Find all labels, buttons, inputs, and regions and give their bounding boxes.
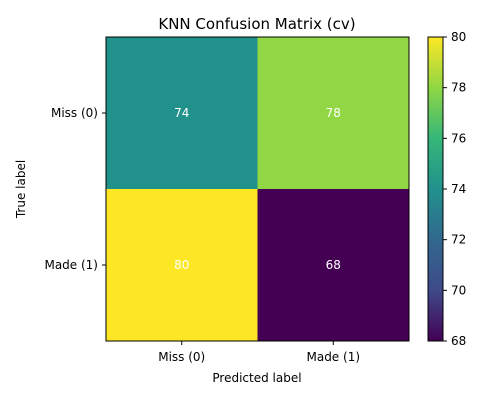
- colorbar-tick-label: 74: [451, 182, 466, 196]
- heatmap-cell: [106, 37, 258, 189]
- colorbar-tick-label: 76: [451, 131, 466, 145]
- heatmap-cell-labels: 74 78 80 68: [174, 106, 341, 272]
- heatmap-cell: [106, 189, 258, 341]
- colorbar-tick-label: 70: [451, 283, 466, 297]
- colorbar-tick-label: 80: [451, 30, 466, 44]
- cell-value-label: 74: [174, 106, 189, 120]
- x-tick-label: Miss (0): [158, 350, 205, 364]
- y-tick-label: Miss (0): [51, 106, 98, 120]
- colorbar-tick-label: 72: [451, 233, 466, 247]
- colorbar: [427, 36, 444, 342]
- cell-value-label: 78: [326, 106, 341, 120]
- colorbar-tick-label: 68: [451, 334, 466, 348]
- heatmap-cell: [257, 189, 409, 341]
- colorbar-tick-label: 78: [451, 81, 466, 95]
- plot-frame: [105, 36, 410, 342]
- heatmap-cells: [106, 37, 409, 341]
- y-axis-label: True label: [14, 160, 28, 219]
- x-tick-label: Made (1): [306, 350, 360, 364]
- x-axis-ticks: Miss (0) Made (1): [158, 341, 360, 364]
- heatmap-cell: [257, 37, 409, 189]
- y-tick-label: Made (1): [44, 258, 98, 272]
- chart-title: KNN Confusion Matrix (cv): [158, 15, 355, 33]
- y-axis-ticks: Miss (0) Made (1): [44, 106, 106, 272]
- x-axis-label: Predicted label: [212, 371, 301, 385]
- cell-value-label: 68: [326, 258, 341, 272]
- colorbar-ticks: 68 70 72 74 76 78 80: [443, 30, 466, 348]
- cell-value-label: 80: [174, 258, 189, 272]
